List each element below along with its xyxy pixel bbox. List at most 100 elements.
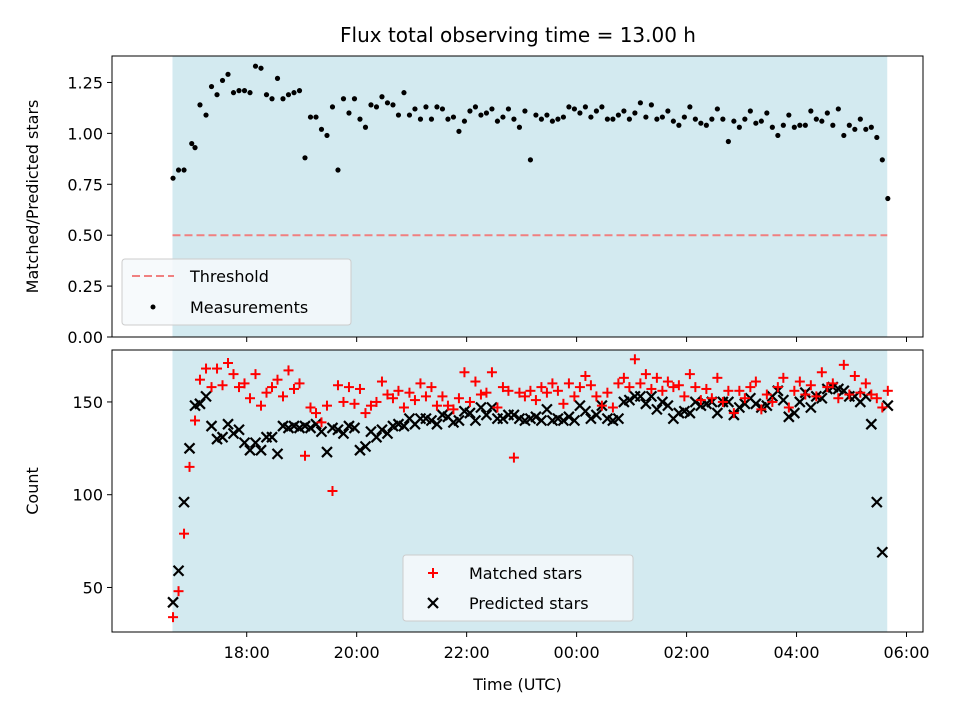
measurement-point bbox=[670, 118, 676, 124]
matched-point bbox=[228, 369, 239, 380]
matched-point bbox=[492, 402, 503, 413]
measurement-point bbox=[456, 128, 462, 134]
matched-point bbox=[756, 404, 767, 415]
measurement-point bbox=[401, 90, 407, 96]
predicted-point bbox=[480, 409, 493, 421]
matched-point bbox=[844, 389, 855, 400]
predicted-point bbox=[805, 401, 817, 414]
predicted-point bbox=[651, 403, 663, 416]
predicted-point bbox=[563, 411, 575, 423]
measurement-point bbox=[461, 118, 468, 124]
predicted-point bbox=[359, 440, 372, 453]
legend-threshold-label: Threshold bbox=[189, 267, 269, 286]
predicted-point bbox=[585, 412, 597, 425]
measurement-point bbox=[703, 122, 709, 128]
predicted-point bbox=[475, 401, 487, 414]
predicted-point bbox=[590, 409, 603, 421]
measurement-point bbox=[824, 110, 830, 116]
legend-plus-mark bbox=[428, 568, 438, 578]
matched-point bbox=[283, 365, 294, 376]
matched-point bbox=[354, 383, 365, 394]
measurement-point bbox=[494, 118, 501, 124]
matched-point bbox=[459, 367, 470, 378]
predicted-point bbox=[750, 398, 762, 410]
predicted-point bbox=[464, 407, 476, 419]
predicted-point bbox=[612, 412, 625, 425]
measurement-point bbox=[813, 116, 819, 122]
y-tick-label: 1.00 bbox=[67, 124, 103, 143]
legend-measurement-swatch bbox=[150, 304, 156, 310]
x-tick-label: 20:00 bbox=[334, 643, 380, 662]
measurement-point bbox=[632, 110, 638, 116]
measurement-point bbox=[571, 106, 578, 112]
predicted-point bbox=[722, 396, 735, 408]
measurement-point bbox=[258, 65, 264, 71]
predicted-point bbox=[794, 396, 806, 408]
measurement-point bbox=[516, 124, 523, 130]
matched-point bbox=[547, 378, 558, 389]
matched-point bbox=[739, 393, 750, 404]
matched-point bbox=[635, 378, 646, 389]
measurement-point bbox=[423, 104, 429, 110]
matched-point bbox=[701, 383, 712, 394]
matched-point bbox=[415, 378, 426, 389]
measurement-point bbox=[791, 124, 797, 130]
predicted-point bbox=[167, 596, 179, 609]
legend-matched-swatch bbox=[428, 568, 438, 578]
measurement-point bbox=[665, 108, 671, 114]
predicted-point bbox=[205, 420, 218, 432]
measurement-point bbox=[219, 77, 226, 84]
matched-point bbox=[552, 385, 563, 396]
matched-point bbox=[343, 382, 354, 393]
predicted-point bbox=[222, 418, 234, 430]
matched-point bbox=[684, 369, 695, 380]
top-legend: Threshold Measurements bbox=[121, 258, 352, 326]
measurement-point bbox=[324, 132, 330, 139]
predicted-point bbox=[216, 431, 229, 443]
predicted-point bbox=[871, 496, 883, 508]
measurement-point bbox=[753, 120, 759, 126]
measurement-point bbox=[280, 96, 286, 102]
predicted-point bbox=[376, 423, 388, 436]
predicted-point bbox=[634, 390, 647, 403]
measurement-point bbox=[549, 118, 556, 124]
measurement-point bbox=[544, 112, 550, 118]
measurement-point bbox=[439, 106, 446, 112]
matched-point bbox=[393, 385, 404, 396]
measurement-point bbox=[802, 122, 808, 128]
measurement-point bbox=[588, 114, 594, 120]
measurement-point bbox=[780, 122, 786, 128]
matched-point bbox=[761, 389, 772, 400]
matched-point bbox=[409, 395, 420, 406]
matched-point bbox=[772, 382, 783, 393]
x-tick-label: 18:00 bbox=[224, 643, 270, 662]
measurement-point bbox=[450, 114, 457, 120]
measurement-point bbox=[681, 114, 687, 120]
predicted-point bbox=[656, 396, 669, 408]
matched-point bbox=[486, 367, 497, 378]
measurement-point bbox=[340, 96, 347, 102]
matched-point bbox=[442, 400, 453, 411]
y-tick-label: 0.00 bbox=[67, 328, 103, 347]
measurement-point bbox=[808, 108, 814, 114]
matched-point bbox=[514, 387, 525, 398]
count-panel: 50 100 150 18:00 20:00 22:00 00:00 02:00 04:00 0… bbox=[23, 349, 930, 694]
matched-point bbox=[849, 370, 860, 381]
predicted-point bbox=[711, 407, 724, 419]
matched-point bbox=[690, 382, 701, 393]
x-tick-label: 06:00 bbox=[883, 643, 929, 662]
predicted-point bbox=[876, 546, 889, 559]
predicted-point bbox=[381, 427, 394, 440]
predicted-point bbox=[271, 448, 284, 460]
measurement-point bbox=[412, 106, 418, 112]
measurement-point bbox=[373, 104, 380, 110]
measurement-point bbox=[852, 126, 858, 132]
measurement-point bbox=[769, 124, 775, 130]
y-tick-label: 1.25 bbox=[67, 73, 103, 92]
measurement-point bbox=[291, 90, 297, 96]
measurement-point bbox=[214, 92, 220, 98]
predicted-point bbox=[486, 401, 498, 414]
predicted-point bbox=[733, 401, 746, 414]
predicted-point bbox=[684, 407, 696, 419]
